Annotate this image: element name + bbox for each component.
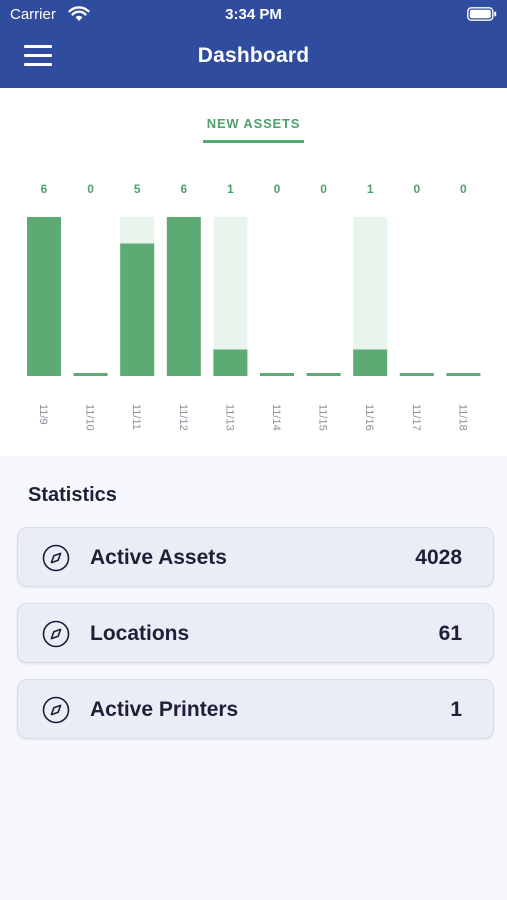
x-tick-label: 11/14: [270, 404, 282, 431]
tab-active-indicator: [203, 140, 304, 143]
x-tick-label: 11/13: [223, 404, 235, 431]
stat-label: Active Printers: [90, 698, 239, 721]
stat-label: Active Assets: [90, 546, 227, 569]
bar-value-label: 0: [413, 182, 420, 196]
stat-card-locations[interactable]: Locations 61: [17, 603, 494, 663]
compass-icon: [42, 620, 70, 648]
hamburger-menu-icon[interactable]: [20, 42, 54, 70]
bar: [166, 217, 201, 376]
x-tick-label: 11/17: [410, 404, 422, 431]
bar: [306, 373, 341, 376]
x-tick-label: 11/15: [317, 404, 329, 431]
x-tick-label: 11/9: [37, 404, 49, 425]
bar: [213, 349, 248, 376]
bar: [353, 349, 388, 376]
bar-value-label: 1: [227, 182, 234, 196]
bar-value-label: 0: [320, 182, 327, 196]
stat-card-active-printers[interactable]: Active Printers 1: [17, 679, 494, 739]
carrier-label: Carrier: [10, 6, 56, 23]
bar: [399, 373, 434, 376]
x-tick-label: 11/12: [177, 404, 189, 431]
wifi-icon: [68, 6, 90, 21]
bar: [120, 243, 155, 376]
bar: [260, 373, 294, 376]
tab-new-assets[interactable]: NEW ASSETS: [206, 116, 301, 131]
bar-value-label: 0: [460, 182, 467, 196]
bar-value-label: 0: [87, 182, 94, 196]
x-tick-label: 11/18: [456, 404, 468, 431]
nav-bar: Dashboard: [0, 30, 507, 88]
bar: [27, 217, 61, 376]
bar-value-label: 1: [367, 182, 374, 196]
stat-value: 61: [438, 622, 462, 645]
app-header: Carrier 3:34 PM Dashboard: [0, 0, 507, 88]
bar: [73, 373, 108, 376]
status-time: 3:34 PM: [225, 6, 282, 23]
new-assets-bar-chart: 6 11/9 0 11/10 5 11/11 6 11/12 1 11/13 0 11/14 0 11/1…: [27, 182, 481, 431]
stat-value: 4028: [415, 546, 462, 569]
x-tick-label: 11/16: [363, 404, 375, 431]
bar-value-label: 0: [274, 182, 281, 196]
compass-icon: [42, 696, 70, 724]
bar: [446, 373, 481, 376]
stat-value: 1: [450, 698, 462, 721]
stat-card-active-assets[interactable]: Active Assets 4028: [17, 527, 494, 587]
new-assets-chart-panel: NEW ASSETS 6 11/9 0 11/10 5 11/11 6 11/12 1 11/13…: [0, 88, 507, 456]
x-tick-label: 11/11: [130, 404, 142, 430]
x-tick-label: 11/10: [84, 404, 96, 431]
statistics-heading: Statistics: [28, 484, 117, 506]
bar-value-label: 6: [180, 182, 187, 196]
bar-value-label: 6: [41, 182, 48, 196]
bar-value-label: 5: [134, 182, 141, 196]
battery-icon: [467, 7, 497, 21]
page-title: Dashboard: [197, 44, 310, 67]
compass-icon: [42, 544, 70, 572]
status-bar: Carrier 3:34 PM: [0, 0, 507, 30]
stat-label: Locations: [90, 622, 190, 645]
